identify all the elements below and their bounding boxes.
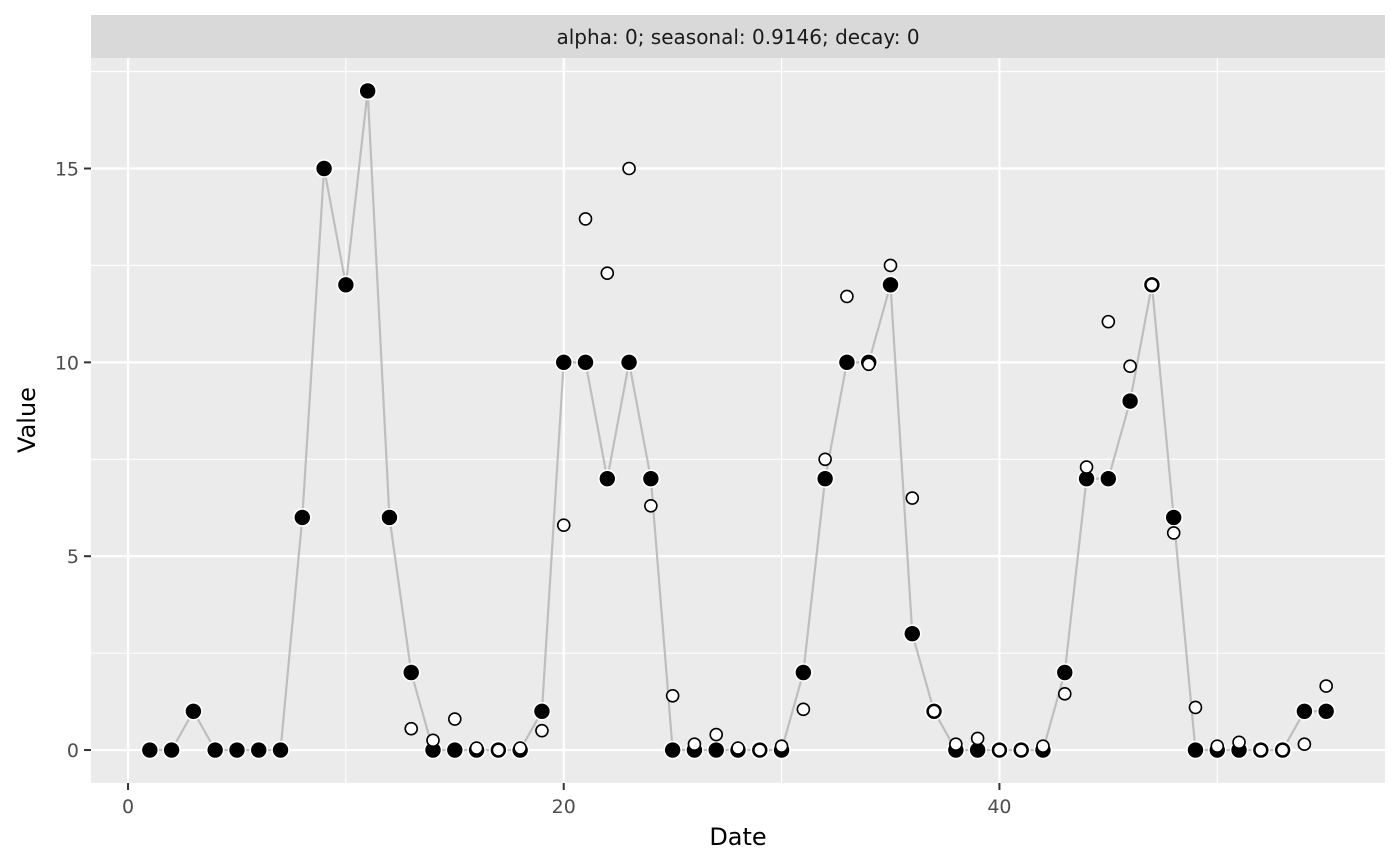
- fitted-point: [1297, 737, 1312, 752]
- actual-point: [794, 663, 813, 682]
- actual-point: [401, 663, 421, 682]
- fitted-point: [861, 357, 876, 372]
- actual-point: [249, 740, 269, 760]
- actual-point: [1316, 701, 1336, 721]
- fitted-point: [1275, 743, 1290, 757]
- fitted-point: [665, 688, 680, 703]
- fitted-point: [1232, 735, 1246, 750]
- fitted-point: [970, 731, 985, 746]
- fitted-point: [469, 741, 484, 755]
- fitted-point: [927, 704, 941, 719]
- fitted-point: [556, 518, 571, 532]
- y-tick-label: 10: [55, 352, 79, 374]
- fitted-point: [491, 743, 506, 757]
- y-tick-label: 0: [67, 740, 79, 762]
- actual-point: [532, 701, 552, 721]
- fitted-point: [883, 258, 898, 273]
- axes: 0 5 10 15 0 20 40: [55, 158, 1012, 818]
- fitted-point: [1210, 739, 1225, 753]
- fitted-point: [644, 498, 658, 513]
- fitted-point: [426, 733, 440, 748]
- actual-point: [380, 508, 399, 527]
- fitted-point: [709, 727, 724, 742]
- actual-point: [641, 469, 661, 488]
- actual-point: [663, 740, 682, 760]
- actual-point: [314, 159, 334, 178]
- fitted-point: [774, 739, 789, 753]
- fitted-point: [600, 266, 615, 280]
- actual-point: [271, 740, 290, 760]
- y-axis-title: Value: [13, 387, 41, 453]
- fitted-point: [1188, 700, 1203, 715]
- actual-point: [445, 740, 465, 760]
- actual-point: [1055, 663, 1075, 682]
- actual-point: [881, 275, 900, 295]
- y-tick-label: 5: [67, 546, 79, 568]
- data-points: [140, 81, 1336, 760]
- actual-point: [140, 740, 160, 760]
- fitted-point: [1079, 460, 1094, 474]
- actual-point: [619, 353, 639, 372]
- fitted-point: [404, 721, 419, 736]
- actual-point: [706, 740, 726, 760]
- x-tick-label: 0: [122, 796, 134, 818]
- strip-background: [91, 15, 1385, 58]
- plot-panel: [91, 58, 1385, 783]
- actual-point: [205, 740, 225, 760]
- actual-point: [902, 624, 922, 644]
- y-tick-label: 15: [55, 158, 79, 180]
- x-tick-label: 20: [552, 796, 576, 818]
- fitted-point: [535, 723, 549, 738]
- actual-point: [1099, 469, 1118, 488]
- actual-point: [576, 353, 595, 372]
- fitted-point: [578, 212, 593, 226]
- strip-title: alpha: 0; seasonal: 0.9146; decay: 0: [556, 25, 919, 49]
- actual-point: [336, 275, 356, 295]
- fitted-point: [1254, 743, 1268, 757]
- fitted-point: [731, 741, 745, 755]
- fitted-point: [1319, 679, 1333, 693]
- actual-point: [815, 469, 835, 488]
- fitted-point: [1166, 526, 1181, 540]
- actual-point: [597, 469, 617, 488]
- fitted-point: [905, 491, 920, 505]
- actual-point: [293, 508, 312, 527]
- fitted-point: [949, 737, 963, 752]
- actual-point: [837, 353, 857, 372]
- fitted-point: [752, 743, 767, 757]
- x-axis-title: Date: [709, 823, 766, 851]
- actual-point: [1120, 391, 1140, 411]
- fitted-point: [513, 741, 527, 755]
- actual-point: [1186, 740, 1205, 760]
- fitted-point: [1145, 278, 1159, 292]
- actual-point: [227, 740, 247, 760]
- fitted-point: [796, 702, 811, 717]
- actual-point: [162, 740, 181, 760]
- fitted-point: [1014, 743, 1028, 757]
- actual-point: [1295, 701, 1314, 721]
- fitted-point: [818, 452, 832, 467]
- actual-point: [358, 81, 377, 101]
- actual-point: [554, 353, 574, 372]
- actual-point: [1164, 508, 1183, 527]
- fitted-point: [992, 743, 1007, 757]
- fitted-point: [448, 712, 462, 726]
- fitted-point: [687, 737, 702, 752]
- fitted-point: [1057, 687, 1072, 701]
- fitted-point: [622, 161, 636, 176]
- actual-point: [184, 701, 203, 721]
- fitted-point: [1036, 739, 1050, 753]
- x-tick-label: 40: [987, 796, 1011, 818]
- grid-lines: [91, 58, 1385, 783]
- fitted-point: [840, 289, 854, 304]
- fitted-point: [1101, 314, 1116, 329]
- fitted-point: [1123, 359, 1137, 374]
